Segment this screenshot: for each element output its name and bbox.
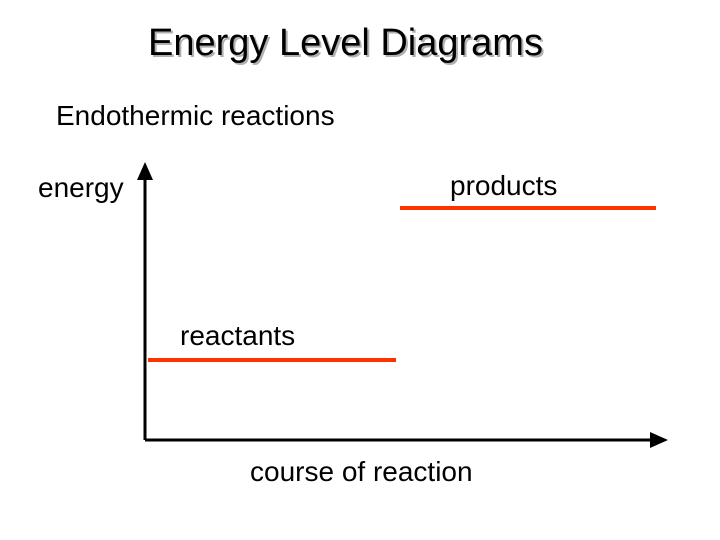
diagram-subtitle: Endothermic reactions [56,100,335,132]
axes-group [137,162,668,448]
y-axis-label: energy [38,172,124,204]
products-label-text: products [450,170,557,201]
page-title: Energy Level Diagrams [148,22,543,65]
x-axis-arrowhead [650,432,668,448]
x-axis-label: course of reaction [250,456,473,488]
subtitle-text: Endothermic reactions [56,100,335,131]
reactants-label: reactants [180,320,295,352]
reactants-label-text: reactants [180,320,295,351]
page-title-text: Energy Level Diagrams [148,22,543,64]
x-axis-label-text: course of reaction [250,456,473,487]
y-axis-arrowhead [137,162,153,180]
y-axis-label-text: energy [38,172,124,203]
products-label: products [450,170,557,202]
